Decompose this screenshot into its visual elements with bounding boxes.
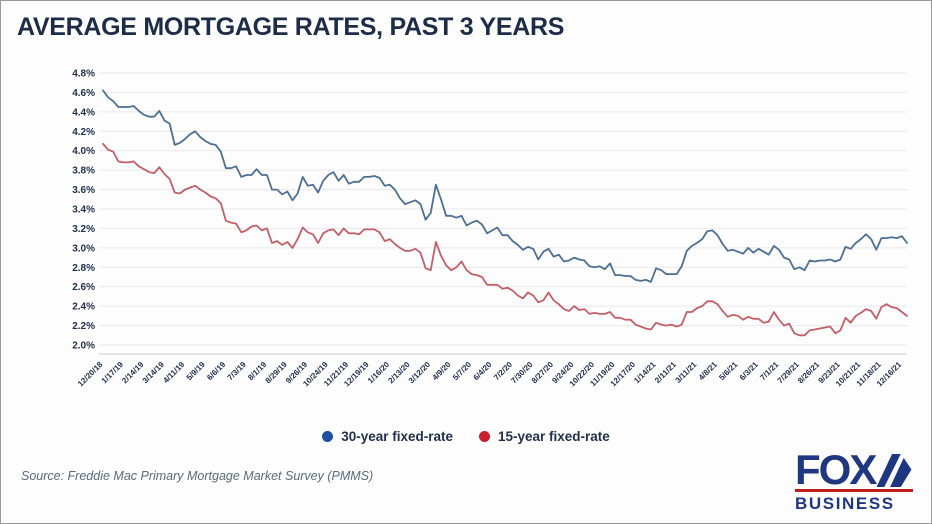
svg-text:4.0%: 4.0%: [72, 146, 95, 157]
svg-text:2.8%: 2.8%: [72, 263, 95, 274]
svg-text:3/14/19: 3/14/19: [141, 360, 167, 386]
svg-text:4/9/20: 4/9/20: [431, 360, 453, 382]
svg-text:3.8%: 3.8%: [72, 166, 95, 177]
svg-text:4/11/19: 4/11/19: [161, 360, 186, 385]
svg-text:1/14/21: 1/14/21: [632, 360, 658, 386]
source-note: Source: Freddie Mac Primary Mortgage Mar…: [21, 469, 374, 483]
fox-logo-row: FOX: [795, 445, 915, 493]
fox-business-logo: FOX BUSINESS: [795, 445, 915, 514]
series-line-30-year-fixed-rate: [102, 89, 908, 283]
chart-legend: 30-year fixed-rate 15-year fixed-rate: [1, 429, 931, 444]
svg-text:5/6/21: 5/6/21: [717, 360, 739, 382]
legend-label-30yr: 30-year fixed-rate: [341, 429, 453, 444]
svg-text:6/4/20: 6/4/20: [472, 360, 494, 382]
svg-text:3.6%: 3.6%: [72, 185, 95, 196]
svg-text:5/7/20: 5/7/20: [451, 360, 473, 382]
legend-dot-30yr-icon: [322, 431, 334, 442]
svg-text:2.0%: 2.0%: [72, 341, 95, 352]
svg-text:3.4%: 3.4%: [72, 205, 95, 216]
gridlines: [99, 72, 907, 355]
svg-text:4.4%: 4.4%: [72, 107, 95, 118]
svg-text:6/6/19: 6/6/19: [205, 360, 227, 382]
svg-text:4.2%: 4.2%: [72, 127, 95, 138]
svg-text:3/12/20: 3/12/20: [407, 360, 433, 386]
svg-text:4/8/21: 4/8/21: [697, 360, 719, 382]
svg-text:3.0%: 3.0%: [72, 243, 95, 254]
svg-text:2.4%: 2.4%: [72, 302, 95, 313]
svg-text:4.8%: 4.8%: [72, 69, 95, 80]
svg-text:3/11/21: 3/11/21: [673, 360, 698, 385]
svg-text:5/9/19: 5/9/19: [185, 360, 207, 382]
svg-text:7/3/19: 7/3/19: [226, 360, 248, 382]
logo-red-rule: [795, 489, 913, 492]
chart-title: AVERAGE MORTGAGE RATES, PAST 3 YEARS: [17, 13, 565, 41]
legend-dot-15yr-icon: [479, 431, 490, 442]
svg-text:2.6%: 2.6%: [72, 282, 95, 293]
series-line-15-year-fixed-rate: [102, 142, 908, 337]
svg-text:3.2%: 3.2%: [72, 224, 95, 235]
svg-text:2/11/21: 2/11/21: [653, 360, 678, 385]
x-axis-tick-labels: 12/20/181/17/192/14/193/14/194/11/195/9/…: [76, 360, 904, 389]
business-logo-text: BUSINESS: [795, 494, 895, 513]
fox-searchlight-beam-icon: [876, 454, 912, 487]
fox-logo-text: FOX: [795, 445, 877, 493]
svg-text:12/20/18: 12/20/18: [76, 360, 105, 389]
svg-text:2.2%: 2.2%: [72, 321, 95, 332]
svg-text:6/3/21: 6/3/21: [738, 360, 760, 382]
svg-text:4.6%: 4.6%: [72, 88, 95, 99]
y-axis-tick-labels: 4.8% 4.6% 4.4% 4.2% 4.0% 3.8% 3.6% 3.4% 3.2% 3.0%…: [72, 69, 95, 352]
legend-label-15yr: 15-year fixed-rate: [498, 429, 610, 444]
